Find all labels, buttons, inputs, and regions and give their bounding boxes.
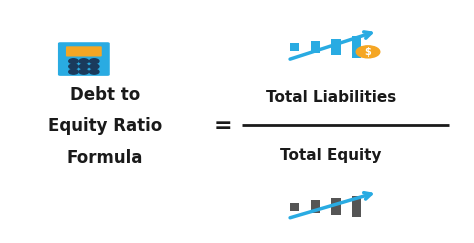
Text: Total Equity: Total Equity bbox=[281, 148, 382, 163]
Bar bbox=[352, 196, 361, 217]
Text: $: $ bbox=[365, 47, 371, 57]
Bar bbox=[310, 200, 320, 213]
Bar bbox=[290, 43, 299, 51]
FancyBboxPatch shape bbox=[58, 42, 110, 76]
Circle shape bbox=[79, 69, 89, 74]
Circle shape bbox=[69, 59, 78, 64]
Text: =: = bbox=[214, 116, 232, 136]
Circle shape bbox=[69, 69, 78, 74]
Circle shape bbox=[356, 46, 380, 58]
Bar bbox=[352, 36, 361, 58]
Circle shape bbox=[79, 64, 89, 69]
Text: Equity Ratio: Equity Ratio bbox=[48, 117, 162, 135]
Text: Total Liabilities: Total Liabilities bbox=[266, 90, 396, 105]
Bar bbox=[310, 41, 320, 53]
Bar bbox=[290, 203, 299, 211]
Circle shape bbox=[79, 59, 89, 64]
Circle shape bbox=[90, 64, 99, 69]
Circle shape bbox=[90, 69, 99, 74]
Bar bbox=[331, 198, 341, 215]
FancyBboxPatch shape bbox=[66, 46, 102, 56]
Text: Debt to: Debt to bbox=[70, 86, 140, 104]
Text: Formula: Formula bbox=[67, 148, 143, 166]
Circle shape bbox=[90, 59, 99, 64]
Bar bbox=[331, 39, 341, 55]
Circle shape bbox=[69, 64, 78, 69]
